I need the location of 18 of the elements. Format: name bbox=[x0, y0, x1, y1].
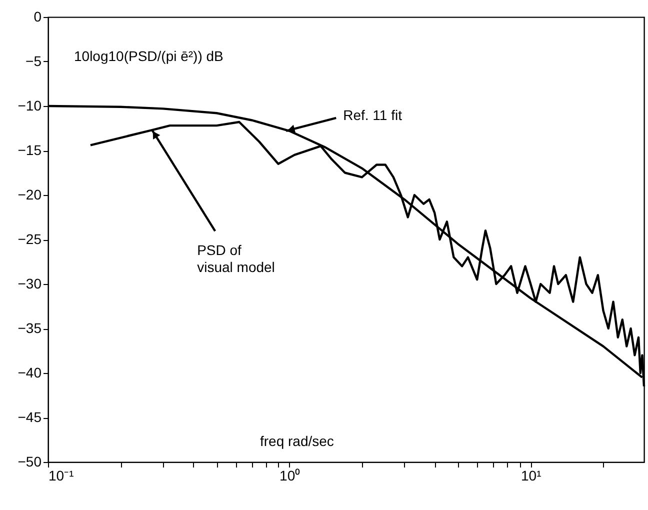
x-tick-label: 10¹ bbox=[521, 468, 542, 484]
y-tick-label: −50 bbox=[18, 454, 42, 470]
y-tick-label: −20 bbox=[18, 186, 42, 202]
annotation: Ref. 11 fit bbox=[343, 106, 402, 123]
y-tick-label: −10 bbox=[18, 98, 42, 114]
y-tick-label: −30 bbox=[18, 276, 42, 292]
y-axis-title: 10log10(PSD/(pi ē²)) dB bbox=[74, 48, 224, 64]
y-tick-label: 0 bbox=[34, 8, 42, 24]
y-tick-label: −25 bbox=[18, 231, 42, 247]
x-tick-label: 10⁰ bbox=[280, 468, 300, 484]
annotation: PSD of visual model bbox=[197, 242, 275, 276]
y-tick-label: −5 bbox=[26, 53, 42, 69]
y-tick-label: −35 bbox=[18, 320, 42, 336]
x-tick-label: 10⁻¹ bbox=[48, 468, 74, 484]
y-tick-label: −15 bbox=[18, 142, 42, 158]
y-tick-label: −45 bbox=[18, 409, 42, 425]
y-tick-label: −40 bbox=[18, 364, 42, 380]
x-axis-title: freq rad/sec bbox=[260, 433, 334, 449]
